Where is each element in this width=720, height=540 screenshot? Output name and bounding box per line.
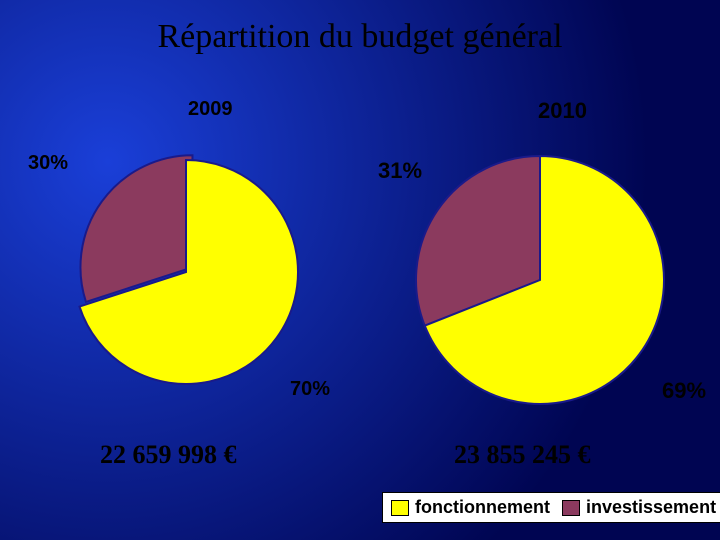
legend-label-investissement: investissement xyxy=(586,497,716,518)
legend-swatch-fonctionnement xyxy=(391,500,409,516)
legend: fonctionnement investissement xyxy=(382,492,720,523)
pie-2010 xyxy=(0,0,720,540)
pie-2010-pct-investissement: 31% xyxy=(378,158,422,184)
legend-label-fonctionnement: fonctionnement xyxy=(415,497,550,518)
legend-swatch-investissement xyxy=(562,500,580,516)
legend-item-investissement: investissement xyxy=(562,497,716,518)
pie-2010-year-label: 2010 xyxy=(538,98,587,124)
slide-root: Répartition du budget général 200930%70%… xyxy=(0,0,720,540)
legend-item-fonctionnement: fonctionnement xyxy=(391,497,550,518)
pie-2010-total: 23 855 245 € xyxy=(454,440,591,470)
pie-2010-pct-fonctionnement: 69% xyxy=(662,378,706,404)
